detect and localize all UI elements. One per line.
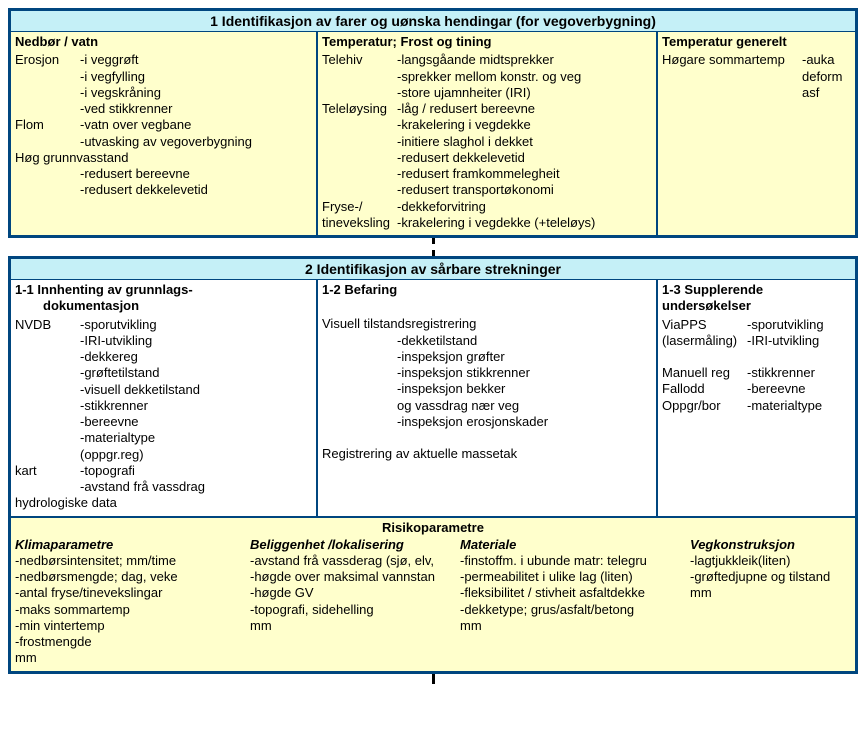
box-2-columns: 1-1 Innhenting av grunnlags- dokumentasj… — [11, 280, 855, 516]
risk-title: Risikoparametre — [15, 520, 851, 535]
entry: Teleløysing -låg / redusert bereevne -kr… — [322, 101, 652, 199]
entry: Fallodd -bereevne — [662, 381, 851, 397]
col-documentation: 1-1 Innhenting av grunnlags- dokumentasj… — [11, 280, 316, 516]
box-2-vulnerable-sections: 2 Identifikasjon av sårbare strekninger … — [8, 256, 858, 674]
box-1-title: 1 Identifikasjon av farer og uønska hend… — [11, 11, 855, 32]
entry: Manuell reg -stikkrenner — [662, 365, 851, 381]
col-header: Temperatur generelt — [662, 34, 851, 50]
box-2-title: 2 Identifikasjon av sårbare strekninger — [11, 259, 855, 280]
entry: -redusert bereevne -redusert dekkeleveti… — [15, 166, 312, 199]
col-inspection: 1-2 Befaring Visuell tilstandsregistreri… — [316, 280, 656, 516]
entry-label: Registrering av aktuelle massetak — [322, 446, 652, 462]
connector-1-2 — [432, 238, 435, 256]
entry: (lasermåling) -IRI-utvikling — [662, 333, 851, 349]
col-header: Nedbør / vatn — [15, 34, 312, 50]
entry: ViaPPS -sporutvikling — [662, 317, 851, 333]
risk-col-location: Beliggenhet /lokalisering -avstand frå v… — [250, 537, 460, 667]
entry: kart -topografi -avstand frå vassdrag — [15, 463, 312, 496]
entry: Høgare sommartemp -auka deform asf — [662, 52, 851, 101]
box-1-columns: Nedbør / vatn Erosjon -i veggrøft -i veg… — [11, 32, 855, 235]
entry: NVDB -sporutvikling -IRI-utvikling -dekk… — [15, 317, 312, 463]
entry-label: hydrologiske data — [15, 495, 312, 511]
col-header: 1-1 Innhenting av grunnlags- dokumentasj… — [15, 282, 312, 315]
entry: Erosjon -i veggrøft -i vegfylling -i veg… — [15, 52, 312, 117]
col-precipitation: Nedbør / vatn Erosjon -i veggrøft -i veg… — [11, 32, 316, 235]
entry: Fryse-/ -dekkeforvitring — [322, 199, 652, 215]
connector-2-out — [432, 674, 435, 684]
entry: Telehiv -langsgåande midtsprekker -sprek… — [322, 52, 652, 101]
risk-col-material: Materiale -finstoffm. i ubunde matr: tel… — [460, 537, 690, 667]
col-header: Temperatur; Frost og tining — [322, 34, 652, 50]
box-1-hazard-identification: 1 Identifikasjon av farer og uønska hend… — [8, 8, 858, 238]
risk-col-construction: Vegkonstruksjon -lagtjukkleik(liten) -gr… — [690, 537, 851, 667]
risk-parameters: Risikoparametre Klimaparametre -nedbørsi… — [11, 516, 855, 671]
entry: -dekketilstand -inspeksjon grøfter -insp… — [322, 333, 652, 431]
entry-label: Visuell tilstandsregistrering — [322, 316, 652, 332]
risk-col-climate: Klimaparametre -nedbørsintensitet; mm/ti… — [15, 537, 250, 667]
col-supplementary: 1-3 Supplerende undersøkelser ViaPPS -sp… — [656, 280, 855, 516]
col-temperature-frost: Temperatur; Frost og tining Telehiv -lan… — [316, 32, 656, 235]
entry: Flom -vatn over vegbane -utvasking av ve… — [15, 117, 312, 150]
col-header: 1-3 Supplerende undersøkelser — [662, 282, 851, 315]
risk-columns: Klimaparametre -nedbørsintensitet; mm/ti… — [15, 537, 851, 667]
entry: Oppgr/bor -materialtype — [662, 398, 851, 414]
col-temperature-general: Temperatur generelt Høgare sommartemp -a… — [656, 32, 855, 235]
col-header: 1-2 Befaring — [322, 282, 652, 298]
entry-label: Høg grunnvasstand — [15, 150, 312, 166]
entry: tineveksling -krakelering i vegdekke (+t… — [322, 215, 652, 231]
